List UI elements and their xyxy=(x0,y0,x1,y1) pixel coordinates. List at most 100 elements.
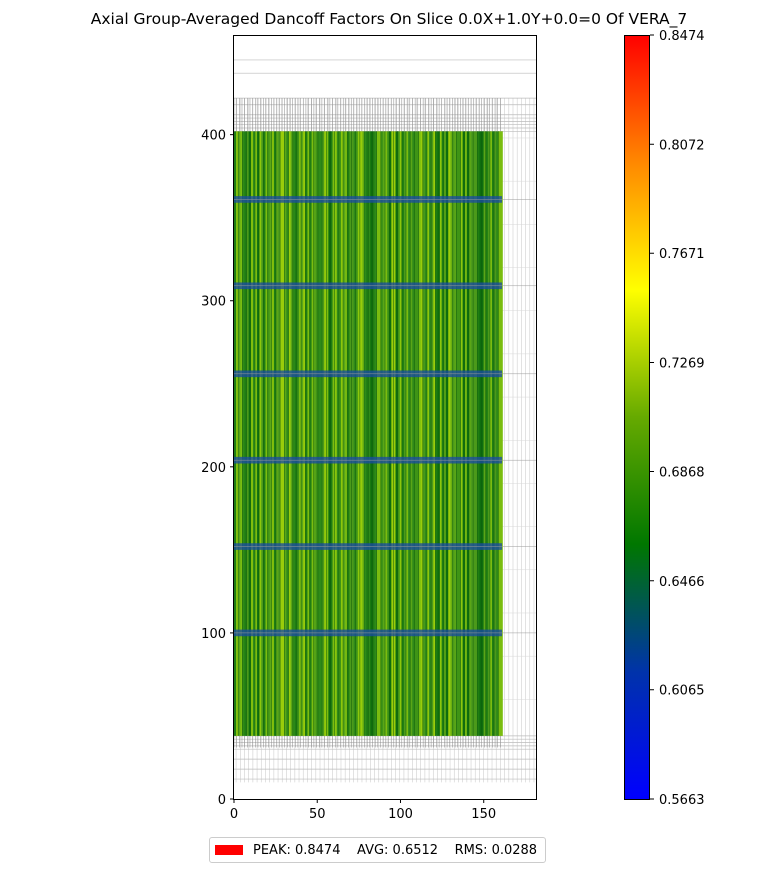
pin-column xyxy=(454,131,457,736)
pin-column xyxy=(395,131,398,736)
pin-column xyxy=(317,131,321,736)
pin-column xyxy=(324,131,327,736)
pin-column xyxy=(410,131,413,736)
pin-column xyxy=(328,131,331,736)
colorbar-tick-label: 0.7671 xyxy=(659,247,705,262)
pin-column xyxy=(494,131,497,736)
pin-column xyxy=(420,131,424,736)
pin-column xyxy=(355,131,359,736)
x-tick-label: 100 xyxy=(388,807,413,822)
pin-column xyxy=(282,131,285,736)
pin-column xyxy=(309,131,312,736)
pin-column xyxy=(252,131,256,736)
pin-column xyxy=(305,131,308,736)
pin-column xyxy=(424,131,428,736)
pin-column xyxy=(338,131,342,736)
pin-column xyxy=(284,131,287,736)
pin-column xyxy=(378,131,382,736)
legend: PEAK: 0.8474 AVG: 0.6512 RMS: 0.0288 xyxy=(209,837,547,863)
pin-column xyxy=(426,131,430,736)
pin-column xyxy=(389,131,392,736)
y-axis: 0 100 200 300 400 xyxy=(201,129,234,808)
pin-column xyxy=(380,131,384,736)
pin-column xyxy=(286,131,289,736)
pin-column xyxy=(439,131,442,736)
colorbar-tick-label: 0.6065 xyxy=(659,684,705,699)
pin-column xyxy=(246,131,249,736)
pin-column xyxy=(382,131,386,736)
pin-column xyxy=(280,131,283,736)
pin-column xyxy=(460,131,463,736)
pin-column xyxy=(273,131,277,736)
pin-column xyxy=(269,131,273,736)
colorbar-tick-label: 0.6466 xyxy=(659,575,705,590)
pin-column xyxy=(450,131,453,736)
pin-column xyxy=(240,131,243,736)
pin-column xyxy=(385,131,388,736)
colorbar-tick-label: 0.7269 xyxy=(659,357,705,372)
pin-column xyxy=(271,131,275,736)
pin-column xyxy=(412,131,415,736)
pin-column xyxy=(303,131,306,736)
pin-column xyxy=(466,131,470,736)
pin-column xyxy=(481,131,484,736)
pin-column xyxy=(435,131,438,736)
pin-column xyxy=(345,131,348,736)
pin-column xyxy=(473,131,476,736)
pin-column xyxy=(332,131,335,736)
pin-column xyxy=(458,131,461,736)
colorbar-tick-label: 0.8072 xyxy=(659,138,705,153)
pin-column xyxy=(242,131,245,736)
pin-column xyxy=(294,131,298,736)
plot-frame xyxy=(233,35,537,800)
pin-column xyxy=(265,131,268,736)
colorbar-frame xyxy=(624,35,650,800)
pin-column xyxy=(487,131,491,736)
pin-column xyxy=(500,131,503,736)
pin-column xyxy=(353,131,356,736)
pin-column xyxy=(334,131,338,736)
pin-column xyxy=(347,131,350,736)
pin-column xyxy=(416,131,419,736)
legend-avg: AVG: 0.6512 xyxy=(357,842,439,858)
pin-column xyxy=(259,131,262,736)
pin-column xyxy=(475,131,478,736)
pin-column xyxy=(288,131,291,736)
pin-columns xyxy=(234,98,503,748)
pin-column xyxy=(234,131,237,736)
pin-column xyxy=(315,131,319,736)
pin-column xyxy=(275,131,279,736)
pin-column xyxy=(307,131,310,736)
pin-column xyxy=(477,131,480,736)
colorbar-axis: 0.5663 0.6065 0.6466 0.6868 0.7269 0.7671 0.80… xyxy=(650,29,705,808)
pin-column xyxy=(296,131,300,736)
x-tick-label: 50 xyxy=(309,807,326,822)
pin-column xyxy=(418,131,421,736)
pin-column xyxy=(250,131,254,736)
pin-column xyxy=(406,131,409,736)
pin-column xyxy=(479,131,482,736)
pin-column xyxy=(257,131,260,736)
pin-column xyxy=(330,131,333,736)
legend-peak: PEAK: 0.8474 xyxy=(253,842,341,858)
pin-column xyxy=(485,131,489,736)
chart-title: Axial Group-Averaged Dancoff Factors On … xyxy=(90,10,688,28)
pin-column xyxy=(445,131,449,736)
pin-column xyxy=(254,131,258,736)
pin-column xyxy=(343,131,346,736)
pin-column xyxy=(261,131,264,736)
pin-column xyxy=(496,131,499,736)
pin-column xyxy=(441,131,445,736)
x-tick-label: 0 xyxy=(230,807,238,822)
pin-column xyxy=(349,131,352,736)
pin-column xyxy=(244,131,247,736)
pin-column xyxy=(429,131,432,736)
pin-column xyxy=(263,131,266,736)
pin-column xyxy=(399,131,403,736)
pin-column xyxy=(301,131,304,736)
pin-column xyxy=(357,131,361,736)
pin-column xyxy=(359,131,363,736)
pin-column xyxy=(292,131,296,736)
pin-column xyxy=(267,131,270,736)
pin-column xyxy=(498,131,501,736)
